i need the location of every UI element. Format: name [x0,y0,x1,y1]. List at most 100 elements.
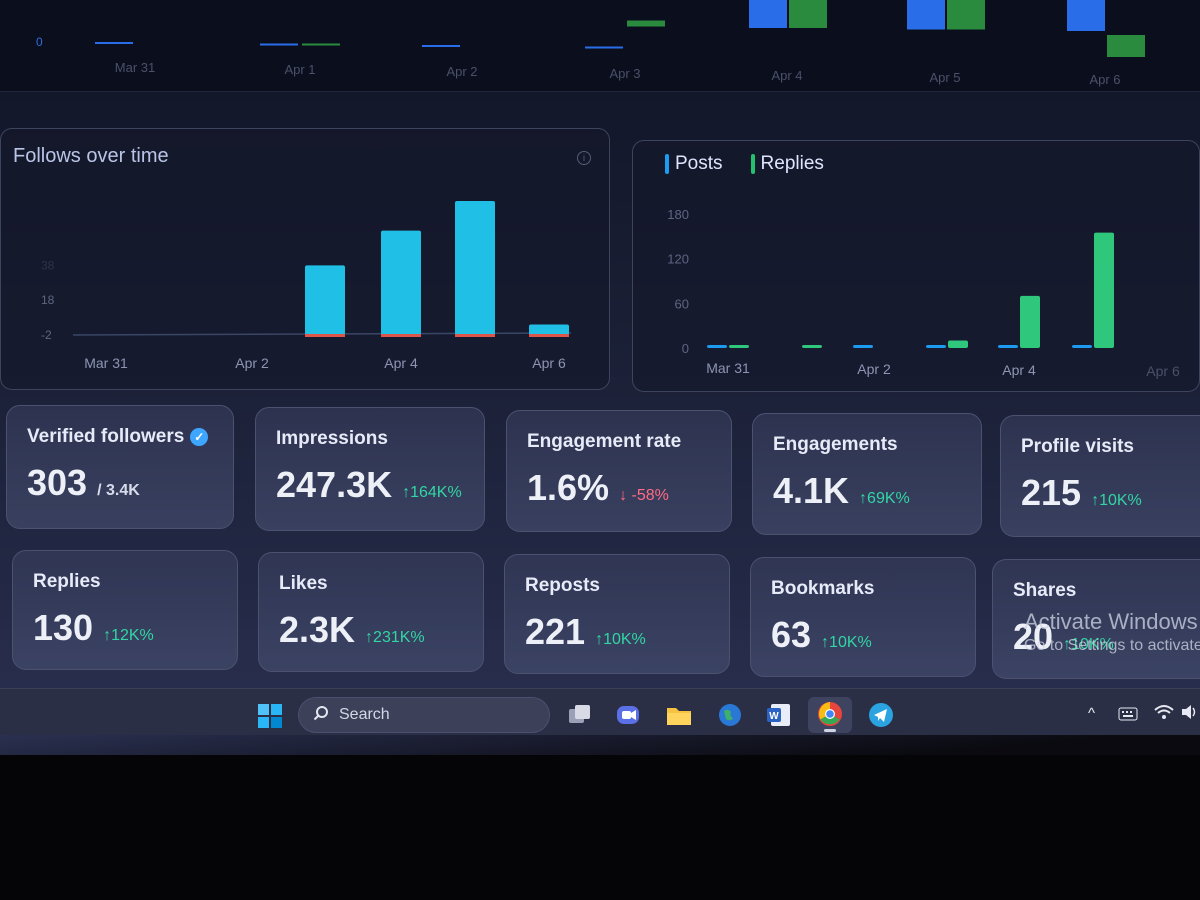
stat-impressions[interactable]: Impressions 247.3K ↑164K% [255,407,485,531]
follows-y-tick-label: 38 [41,258,55,272]
stat-label: Engagement rate [527,431,682,452]
top-chart-bar-posts [585,46,623,49]
posts-bar [707,345,727,348]
replies-bar [1020,295,1040,348]
svg-text:W: W [769,711,779,722]
follows-y-tick-label: 18 [41,293,55,307]
stat-sub-total: / 3.4K [97,482,140,499]
stat-value: 130 ↑12K% [33,607,154,649]
legend-item-posts[interactable]: Posts [665,153,723,175]
monitor-screen: 0 Mar 31 Apr 1 Apr 2 Apr 3 Apr 4 Apr 5 Apr 6 Fo… [0,0,1200,745]
start-windows-icon[interactable] [256,702,284,730]
stat-bookmarks[interactable]: Bookmarks 63 ↑10K% [750,557,976,677]
top-chart-bar-posts [1067,0,1105,31]
task-view-icon[interactable] [566,701,594,729]
stat-change: ↑10K% [1091,492,1142,509]
follows-y-tick-label: -2 [41,328,52,342]
stat-value: 4.1K ↑69K% [773,470,910,512]
top-chart-bar-replies [627,20,665,27]
stat-value-text: 221 [525,611,586,652]
legend-item-replies[interactable]: Replies [750,153,824,175]
top-chart-bar-replies [947,0,985,30]
posts-chart-svg: 180 120 60 0 Mar 31 Apr 2 Apr 4 Apr 6 [667,207,1180,379]
legend-label-replies: Replies [760,153,824,174]
stat-value: 1.6% ↓ -58% [527,467,669,509]
stat-value: 221 ↑10K% [525,611,646,653]
stat-value: 247.3K ↑164K% [276,464,462,506]
keyboard-icon[interactable] [1118,707,1138,725]
stat-label: Likes [279,573,328,594]
posts-x-tick-label: Apr 2 [857,361,891,377]
stat-value: 215 ↑10K% [1021,472,1142,514]
browser-globe-icon[interactable] [716,701,744,729]
stat-engagement-rate[interactable]: Engagement rate 1.6% ↓ -58% [506,410,732,532]
stat-value-text: 4.1K [773,470,850,511]
watermark-line2: Go to Settings to activate [1024,637,1200,654]
stat-change: ↑10K% [595,631,646,648]
legend-label-posts: Posts [675,153,723,174]
stat-value: 63 ↑10K% [771,614,872,656]
stat-change: ↑10K% [821,634,872,651]
top-chart-bar-posts [907,0,945,30]
stat-change: ↑69K% [859,490,910,507]
stat-value-text: 20 [1013,616,1054,657]
stat-value: 2.3K ↑231K% [279,609,425,651]
stat-value: 20 ↑10K% [1013,616,1114,658]
posts-bar [853,345,873,348]
stat-verified-followers[interactable]: Verified followers ✓ 303 / 3.4K [6,405,234,529]
chrome-icon[interactable] [808,697,852,733]
activate-windows-watermark: Activate Windows Go to Settings to activ… [1024,610,1200,658]
stat-label: Verified followers ✓ [27,426,209,448]
stat-value-text: 130 [33,607,94,648]
top-chart-bar-replies [302,43,340,46]
stat-engagements[interactable]: Engagements 4.1K ↑69K% [752,413,982,535]
stat-change: ↑164K% [402,484,462,501]
stat-value: 303 / 3.4K [27,462,140,504]
top-chart-x-label: Mar 31 [115,60,155,75]
posts-y-tick-label: 180 [667,207,689,222]
stat-change: ↓ -58% [619,487,669,504]
stat-change: ↑12K% [103,627,154,644]
file-explorer-icon[interactable] [665,701,693,729]
posts-bar [998,345,1018,348]
stat-shares[interactable]: Shares 20 ↑10K% [992,559,1200,679]
stat-reposts[interactable]: Reposts 221 ↑10K% [504,554,730,674]
stat-label: Engagements [773,434,898,455]
stat-replies[interactable]: Replies 130 ↑12K% [12,550,238,670]
posts-y-tick-label: 0 [682,341,689,356]
top-activity-chart: 0 Mar 31 Apr 1 Apr 2 Apr 3 Apr 4 Apr 5 Apr 6 [0,0,1200,92]
info-icon[interactable]: i [577,151,591,165]
posts-y-tick-label: 60 [675,296,689,311]
word-icon[interactable]: W [765,701,793,729]
taskbar-search-box[interactable]: Search [298,697,550,733]
telegram-icon[interactable] [867,701,895,729]
legend-swatch-posts [665,154,669,174]
replies-bar [802,345,822,348]
legend-swatch-replies [750,154,755,174]
follows-x-tick-label: Apr 4 [384,355,418,371]
monitor-bezel [0,735,1200,755]
watermark-line1: Activate Windows [1024,610,1198,634]
follows-bar-base [455,334,495,337]
top-chart-bar-posts [749,0,787,28]
stat-likes[interactable]: Likes 2.3K ↑231K% [258,552,484,672]
top-chart-x-label: Apr 2 [446,64,477,79]
follows-bar-base [529,334,569,337]
follows-bar-base [305,334,345,337]
posts-x-tick-label: Mar 31 [706,360,750,376]
top-chart-x-label: Apr 5 [929,70,960,85]
top-chart-bar-posts [95,42,133,44]
meet-chat-icon[interactable] [614,701,642,729]
wifi-icon[interactable] [1153,703,1175,725]
follows-x-tick-label: Apr 2 [235,355,269,371]
stat-change: ↑231K% [365,629,425,646]
stat-label: Replies [33,571,101,592]
stat-profile-visits[interactable]: Profile visits 215 ↑10K% [1000,415,1200,537]
search-icon [313,705,329,726]
windows-taskbar: Search W ^ [0,688,1200,740]
stat-label: Reposts [525,575,600,596]
show-hidden-icons-chevron-icon[interactable]: ^ [1088,705,1096,722]
posts-replies-chart-card: Posts Replies 180 120 60 0 Mar 31 Apr 2 Apr 4 A… [632,140,1200,392]
volume-icon[interactable] [1180,703,1198,725]
follows-bar [455,201,495,335]
